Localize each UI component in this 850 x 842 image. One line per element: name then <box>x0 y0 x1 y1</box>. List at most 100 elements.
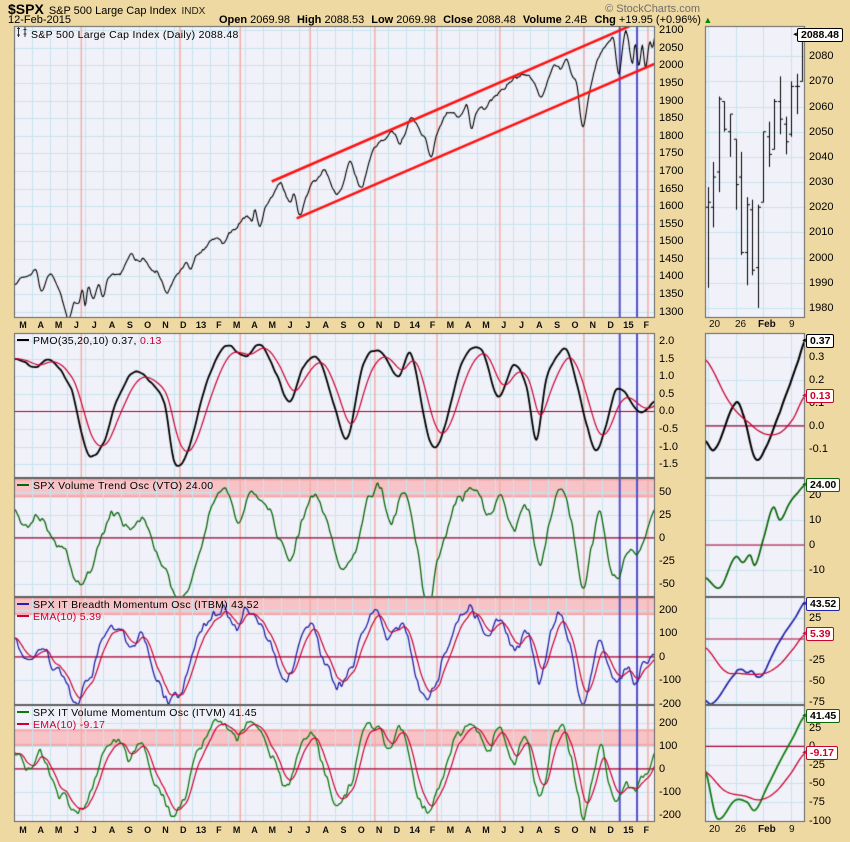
y-axis-tick-label: 0 <box>659 531 666 544</box>
month-label-top: F <box>429 320 436 330</box>
y-axis-tick-label: 2010 <box>809 226 834 239</box>
y-axis-tick-label: 0 <box>659 762 666 775</box>
y-axis-tick-label: -75 <box>809 696 825 709</box>
thumb-day-label: 26 <box>735 319 747 330</box>
month-label-bottom: J <box>287 825 293 835</box>
y-axis-tick-label: -1.0 <box>659 440 678 453</box>
month-label-top: J <box>305 320 311 330</box>
quote-field-label: Volume <box>522 14 562 26</box>
y-axis-tick-label: 0.0 <box>659 405 675 418</box>
month-label-bottom: M <box>268 825 277 835</box>
quote-field-label: Open <box>219 14 248 26</box>
y-axis-tick-label: -100 <box>659 674 682 687</box>
last-value-box: ◄ 0.37 <box>801 333 835 348</box>
y-axis-tick-label: -1.5 <box>659 458 678 471</box>
y-axis-tick-label: 2070 <box>809 75 834 88</box>
y-axis-tick-label: 2030 <box>809 176 834 189</box>
y-axis-tick-label: 0 <box>809 539 816 551</box>
legend-text: EMA(10) 5.39 <box>33 611 102 623</box>
month-label-top: O <box>144 320 152 330</box>
value-box-arrow-icon: ◄ <box>801 712 807 719</box>
y-axis-tick-label: -25 <box>809 758 825 771</box>
y-axis-tick-label: 1900 <box>659 94 684 107</box>
month-label-top: O <box>357 320 365 330</box>
quote-field-label: Close <box>443 14 474 26</box>
month-label-bottom: N <box>162 825 169 835</box>
quote-field-label: Chg <box>594 14 616 26</box>
legend-text: SPX IT Breadth Momentum Osc (ITBM) 43.52 <box>33 599 259 611</box>
y-axis-tick-label: 1450 <box>659 252 684 265</box>
month-label-top: J <box>519 320 525 330</box>
month-label-bottom: J <box>91 825 97 835</box>
thumb-day-label: 9 <box>789 319 795 330</box>
month-label-top: A <box>536 320 543 330</box>
quote-field-label: Low <box>371 14 394 26</box>
month-label-bottom: J <box>519 825 525 835</box>
y-axis-tick-label: 2050 <box>809 125 834 138</box>
month-label-top: D <box>180 320 187 330</box>
month-label-bottom: A <box>536 825 543 835</box>
last-value-box: ◄ 24.00 <box>801 478 841 492</box>
legend-text: 0.13 <box>139 335 162 347</box>
y-axis-tick-label: 1550 <box>659 217 684 230</box>
month-label-bottom: S <box>340 825 347 835</box>
month-label-bottom: F <box>216 825 222 835</box>
y-axis-tick-label: -50 <box>809 777 825 790</box>
month-label-bottom: J <box>73 825 79 835</box>
y-axis-tick-label: 1750 <box>659 147 684 160</box>
y-axis-tick-label: 2100 <box>659 24 684 37</box>
thumb-day-label: 20 <box>709 824 721 835</box>
month-label-top: D <box>393 320 401 330</box>
y-axis-tick-label: 2060 <box>809 100 834 113</box>
y-axis-tick-label: 1400 <box>659 270 684 283</box>
month-label-top: N <box>589 320 597 330</box>
last-value-box: ◄ 43.52 <box>801 597 841 611</box>
chart-header: $SPX S&P 500 Large Cap Index INDX <box>8 1 205 17</box>
legend-text: PMO(35,20,10) 0.37, <box>33 335 140 347</box>
y-axis-tick-label: 0 <box>659 650 666 663</box>
month-label-top: A <box>322 320 329 330</box>
y-axis-tick-label: -50 <box>659 578 675 591</box>
month-label-bottom: A <box>322 825 329 835</box>
month-label-bottom: O <box>144 825 152 835</box>
month-label-bottom: N <box>375 825 383 835</box>
y-axis-tick-label: 0.3 <box>809 350 825 363</box>
month-label-bottom: 15 <box>623 825 634 836</box>
legend-line-swatch <box>17 603 29 606</box>
value-box-arrow-icon: ◄ <box>801 482 807 488</box>
month-label-bottom: S <box>126 825 133 835</box>
y-axis-tick-label: -10 <box>809 564 825 576</box>
y-axis-tick-label: -0.5 <box>659 423 678 436</box>
y-axis-tick-label: 0.5 <box>659 387 675 400</box>
y-axis-tick-label: 0.0 <box>809 419 825 432</box>
y-axis-tick-label: 1500 <box>659 235 684 248</box>
y-axis-tick-label: -200 <box>659 808 682 821</box>
month-label-top: M <box>54 320 63 330</box>
month-label-bottom: 14 <box>409 825 420 836</box>
month-label-bottom: F <box>643 825 649 835</box>
y-axis-tick-label: 25 <box>809 721 822 734</box>
quote-fields: Open 2069.98 High 2088.53 Low 2069.98 Close… <box>219 14 713 26</box>
month-label-top: J <box>73 320 79 330</box>
thumb-day-label: 9 <box>789 824 795 835</box>
month-label-bottom: S <box>554 825 561 835</box>
y-axis-tick-label: 1950 <box>659 76 684 89</box>
month-label-top: M <box>232 320 241 330</box>
panel-legend: SPX IT Volume Momentum Osc (ITVM) 41.45 <box>17 707 257 719</box>
thumb-day-label: 26 <box>735 824 747 835</box>
month-label-top: S <box>554 320 561 330</box>
month-label-top: M <box>268 320 277 330</box>
y-axis-tick-label: 50 <box>659 485 672 498</box>
month-label-bottom: J <box>501 825 507 835</box>
month-label-top: 14 <box>409 320 420 331</box>
month-label-bottom: D <box>180 825 187 835</box>
legend-text: EMA(10) -9.17 <box>33 719 106 731</box>
month-label-bottom: D <box>393 825 401 835</box>
y-axis-tick-label: 1600 <box>659 200 684 213</box>
legend-line-swatch <box>17 339 29 342</box>
copyright: © StockCharts.com <box>605 3 700 15</box>
month-label-top: O <box>571 320 579 330</box>
month-label-top: S <box>340 320 347 330</box>
